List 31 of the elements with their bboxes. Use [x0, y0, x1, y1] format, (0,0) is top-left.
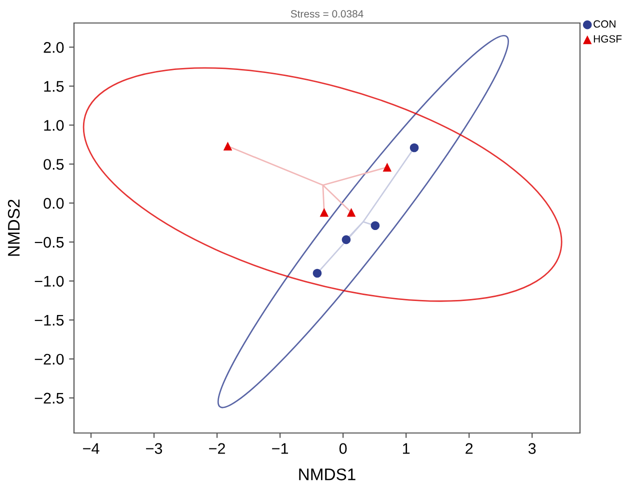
point: [382, 162, 392, 172]
x-tick-label: −1: [272, 443, 288, 454]
x-axis-title: NMDS1: [299, 468, 356, 480]
y-tick-label: 2.0: [44, 42, 64, 53]
point: [410, 143, 419, 152]
legend-label: HGSF: [594, 35, 622, 43]
y-tick-label: −0.5: [34, 236, 64, 248]
x-tick-label: 2: [466, 443, 473, 454]
y-tick-label: 1.0: [44, 120, 64, 131]
point: [346, 208, 356, 217]
x-tick-label: −3: [146, 443, 162, 454]
x-tick-label: 1: [403, 443, 410, 454]
point: [312, 268, 322, 278]
y-tick-label: 1.5: [44, 81, 64, 92]
y-tick-label: −2.5: [34, 392, 64, 404]
point: [342, 235, 351, 244]
point: [370, 221, 380, 230]
y-tick-label: −1.0: [34, 276, 64, 287]
y-tick-label: −1.5: [34, 315, 64, 326]
x-tick-label: 3: [528, 443, 536, 454]
y-axis-title: NMDS2: [8, 200, 20, 256]
point: [320, 208, 329, 217]
chart-title: Stress = 0.0384: [290, 10, 364, 18]
y-tick-label: −2.0: [34, 354, 64, 365]
y-tick-label: 0.0: [44, 198, 64, 209]
x-tick-label: −2: [209, 443, 225, 454]
y-tick-label: 0.5: [44, 158, 64, 170]
point: [223, 142, 232, 151]
legend-label: CON: [594, 20, 616, 28]
x-tick-label: 0: [339, 443, 347, 454]
x-tick-label: −4: [83, 443, 100, 454]
